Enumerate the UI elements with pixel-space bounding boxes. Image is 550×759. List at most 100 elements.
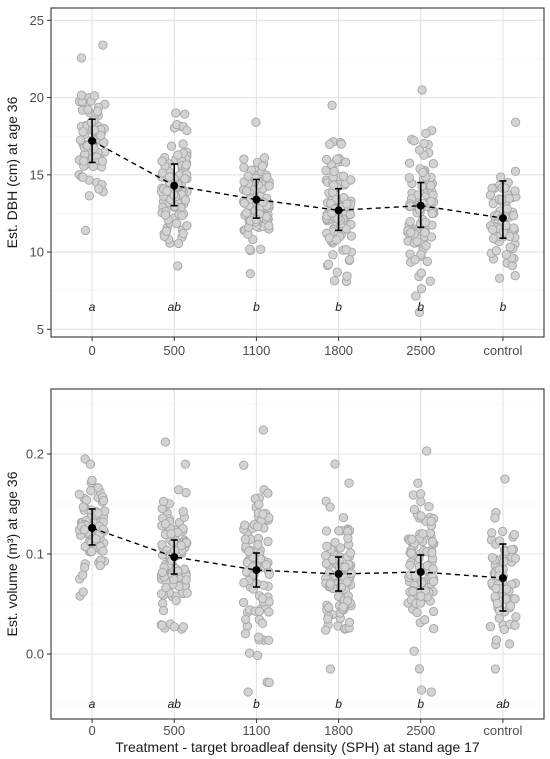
- data-point: [505, 601, 516, 611]
- data-point: [416, 249, 426, 260]
- mean-point: [334, 570, 343, 578]
- mean-point: [88, 136, 97, 145]
- mean-point: [498, 574, 507, 582]
- significance-letter: b: [335, 300, 342, 314]
- data-point: [164, 172, 175, 182]
- data-point: [345, 255, 355, 265]
- data-point: [509, 223, 519, 233]
- data-point: [173, 485, 184, 495]
- data-point: [490, 513, 500, 523]
- data-point: [87, 475, 97, 486]
- data-point: [498, 526, 508, 537]
- significance-letter: ab: [496, 697, 510, 711]
- data-point: [254, 632, 264, 642]
- y-axis-title: Est. DBH (cm) at age 36: [4, 96, 20, 248]
- data-point: [416, 284, 427, 294]
- data-point: [510, 166, 521, 176]
- data-point: [321, 154, 332, 165]
- data-point: [510, 271, 520, 281]
- x-tick-label: 500: [163, 723, 185, 738]
- data-point: [340, 562, 350, 572]
- x-tick-label: 0: [88, 343, 95, 358]
- data-point: [239, 460, 249, 470]
- data-point: [491, 246, 502, 256]
- significance-letter: ab: [168, 300, 182, 314]
- data-point: [257, 618, 268, 628]
- data-point: [78, 172, 88, 182]
- mean-trend-line: [91, 527, 503, 579]
- mean-point: [88, 524, 97, 532]
- mean-point: [252, 195, 261, 204]
- data-point: [426, 232, 437, 242]
- data-point: [408, 586, 418, 597]
- data-point: [252, 650, 263, 661]
- data-point: [245, 244, 255, 254]
- data-point: [338, 171, 349, 181]
- data-point: [241, 614, 251, 625]
- data-point: [93, 508, 103, 518]
- data-point: [169, 622, 179, 632]
- data-point: [254, 606, 264, 617]
- data-point: [264, 677, 274, 688]
- data-point: [426, 180, 436, 191]
- x-tick-label: control: [483, 343, 522, 358]
- data-point: [345, 209, 356, 220]
- data-point: [505, 242, 515, 252]
- data-point: [78, 127, 88, 137]
- data-point: [330, 459, 340, 469]
- data-point: [488, 224, 498, 235]
- data-point: [171, 595, 181, 606]
- data-point: [510, 117, 521, 127]
- data-point: [84, 191, 94, 201]
- y-tick-label: 0.2: [26, 447, 44, 462]
- data-point: [181, 160, 191, 170]
- data-point: [345, 548, 356, 558]
- data-point: [94, 184, 104, 194]
- data-point: [161, 226, 172, 236]
- data-point: [346, 231, 357, 241]
- data-point: [332, 154, 342, 164]
- data-point: [161, 582, 171, 593]
- data-point: [180, 195, 191, 205]
- data-point: [499, 624, 509, 635]
- data-point: [240, 629, 251, 639]
- data-point: [509, 529, 520, 540]
- data-point: [491, 583, 501, 594]
- data-point: [427, 208, 437, 219]
- data-point: [412, 607, 422, 618]
- x-tick-label: 1100: [242, 723, 270, 738]
- data-point: [263, 536, 273, 547]
- data-point: [264, 221, 274, 231]
- data-point: [427, 547, 437, 558]
- data-point: [508, 211, 519, 221]
- data-point: [171, 108, 181, 118]
- data-point: [181, 575, 191, 585]
- data-point: [487, 553, 498, 563]
- data-point: [496, 172, 506, 182]
- data-point: [499, 556, 509, 567]
- data-point: [157, 156, 167, 166]
- data-point: [420, 217, 431, 228]
- data-point: [258, 509, 268, 519]
- significance-letter: b: [335, 697, 342, 711]
- data-point: [76, 53, 87, 63]
- data-point: [80, 225, 91, 236]
- data-point: [425, 276, 435, 286]
- data-point: [413, 478, 423, 488]
- data-point: [325, 579, 336, 589]
- data-point: [416, 489, 426, 499]
- data-point: [323, 259, 334, 269]
- data-point: [338, 512, 349, 523]
- data-point: [324, 602, 334, 613]
- y-tick-label: 10: [30, 245, 44, 260]
- y-tick-label: 0.0: [26, 647, 44, 662]
- data-point: [340, 157, 351, 167]
- data-point: [500, 183, 510, 193]
- data-point: [162, 186, 172, 196]
- data-point: [158, 606, 169, 616]
- data-point: [342, 577, 352, 587]
- data-point: [258, 425, 268, 435]
- data-point: [417, 578, 427, 588]
- significance-letter: ab: [168, 697, 182, 711]
- data-point: [253, 521, 263, 532]
